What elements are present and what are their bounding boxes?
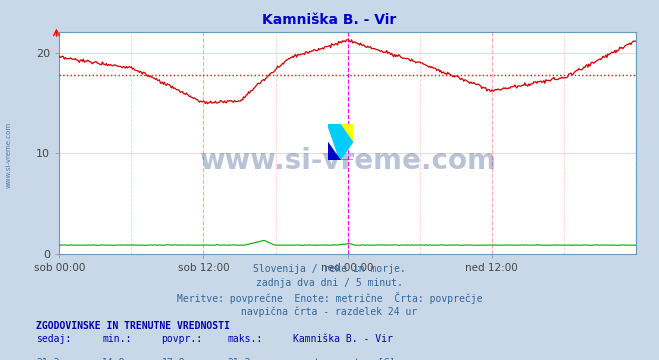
Text: Kamniška B. - Vir: Kamniška B. - Vir	[262, 13, 397, 27]
Text: povpr.:: povpr.:	[161, 334, 202, 344]
Text: www.si-vreme.com: www.si-vreme.com	[199, 147, 496, 175]
Text: temperatura[C]: temperatura[C]	[313, 358, 395, 360]
Text: maks.:: maks.:	[227, 334, 262, 344]
Text: 21,3: 21,3	[36, 358, 60, 360]
Polygon shape	[328, 142, 340, 160]
Polygon shape	[340, 124, 353, 142]
Text: Kamniška B. - Vir: Kamniška B. - Vir	[293, 334, 393, 344]
Text: Meritve: povprečne  Enote: metrične  Črta: povprečje: Meritve: povprečne Enote: metrične Črta:…	[177, 292, 482, 304]
Text: Slovenija / reke in morje.: Slovenija / reke in morje.	[253, 264, 406, 274]
Text: min.:: min.:	[102, 334, 132, 344]
Polygon shape	[328, 124, 353, 160]
Text: 21,3: 21,3	[227, 358, 251, 360]
Text: navpična črta - razdelek 24 ur: navpična črta - razdelek 24 ur	[241, 307, 418, 317]
Text: ZGODOVINSKE IN TRENUTNE VREDNOSTI: ZGODOVINSKE IN TRENUTNE VREDNOSTI	[36, 321, 230, 331]
Text: www.si-vreme.com: www.si-vreme.com	[5, 122, 12, 188]
Text: sedaj:: sedaj:	[36, 334, 71, 344]
Text: 17,8: 17,8	[161, 358, 185, 360]
Text: zadnja dva dni / 5 minut.: zadnja dva dni / 5 minut.	[256, 278, 403, 288]
Text: 14,9: 14,9	[102, 358, 126, 360]
